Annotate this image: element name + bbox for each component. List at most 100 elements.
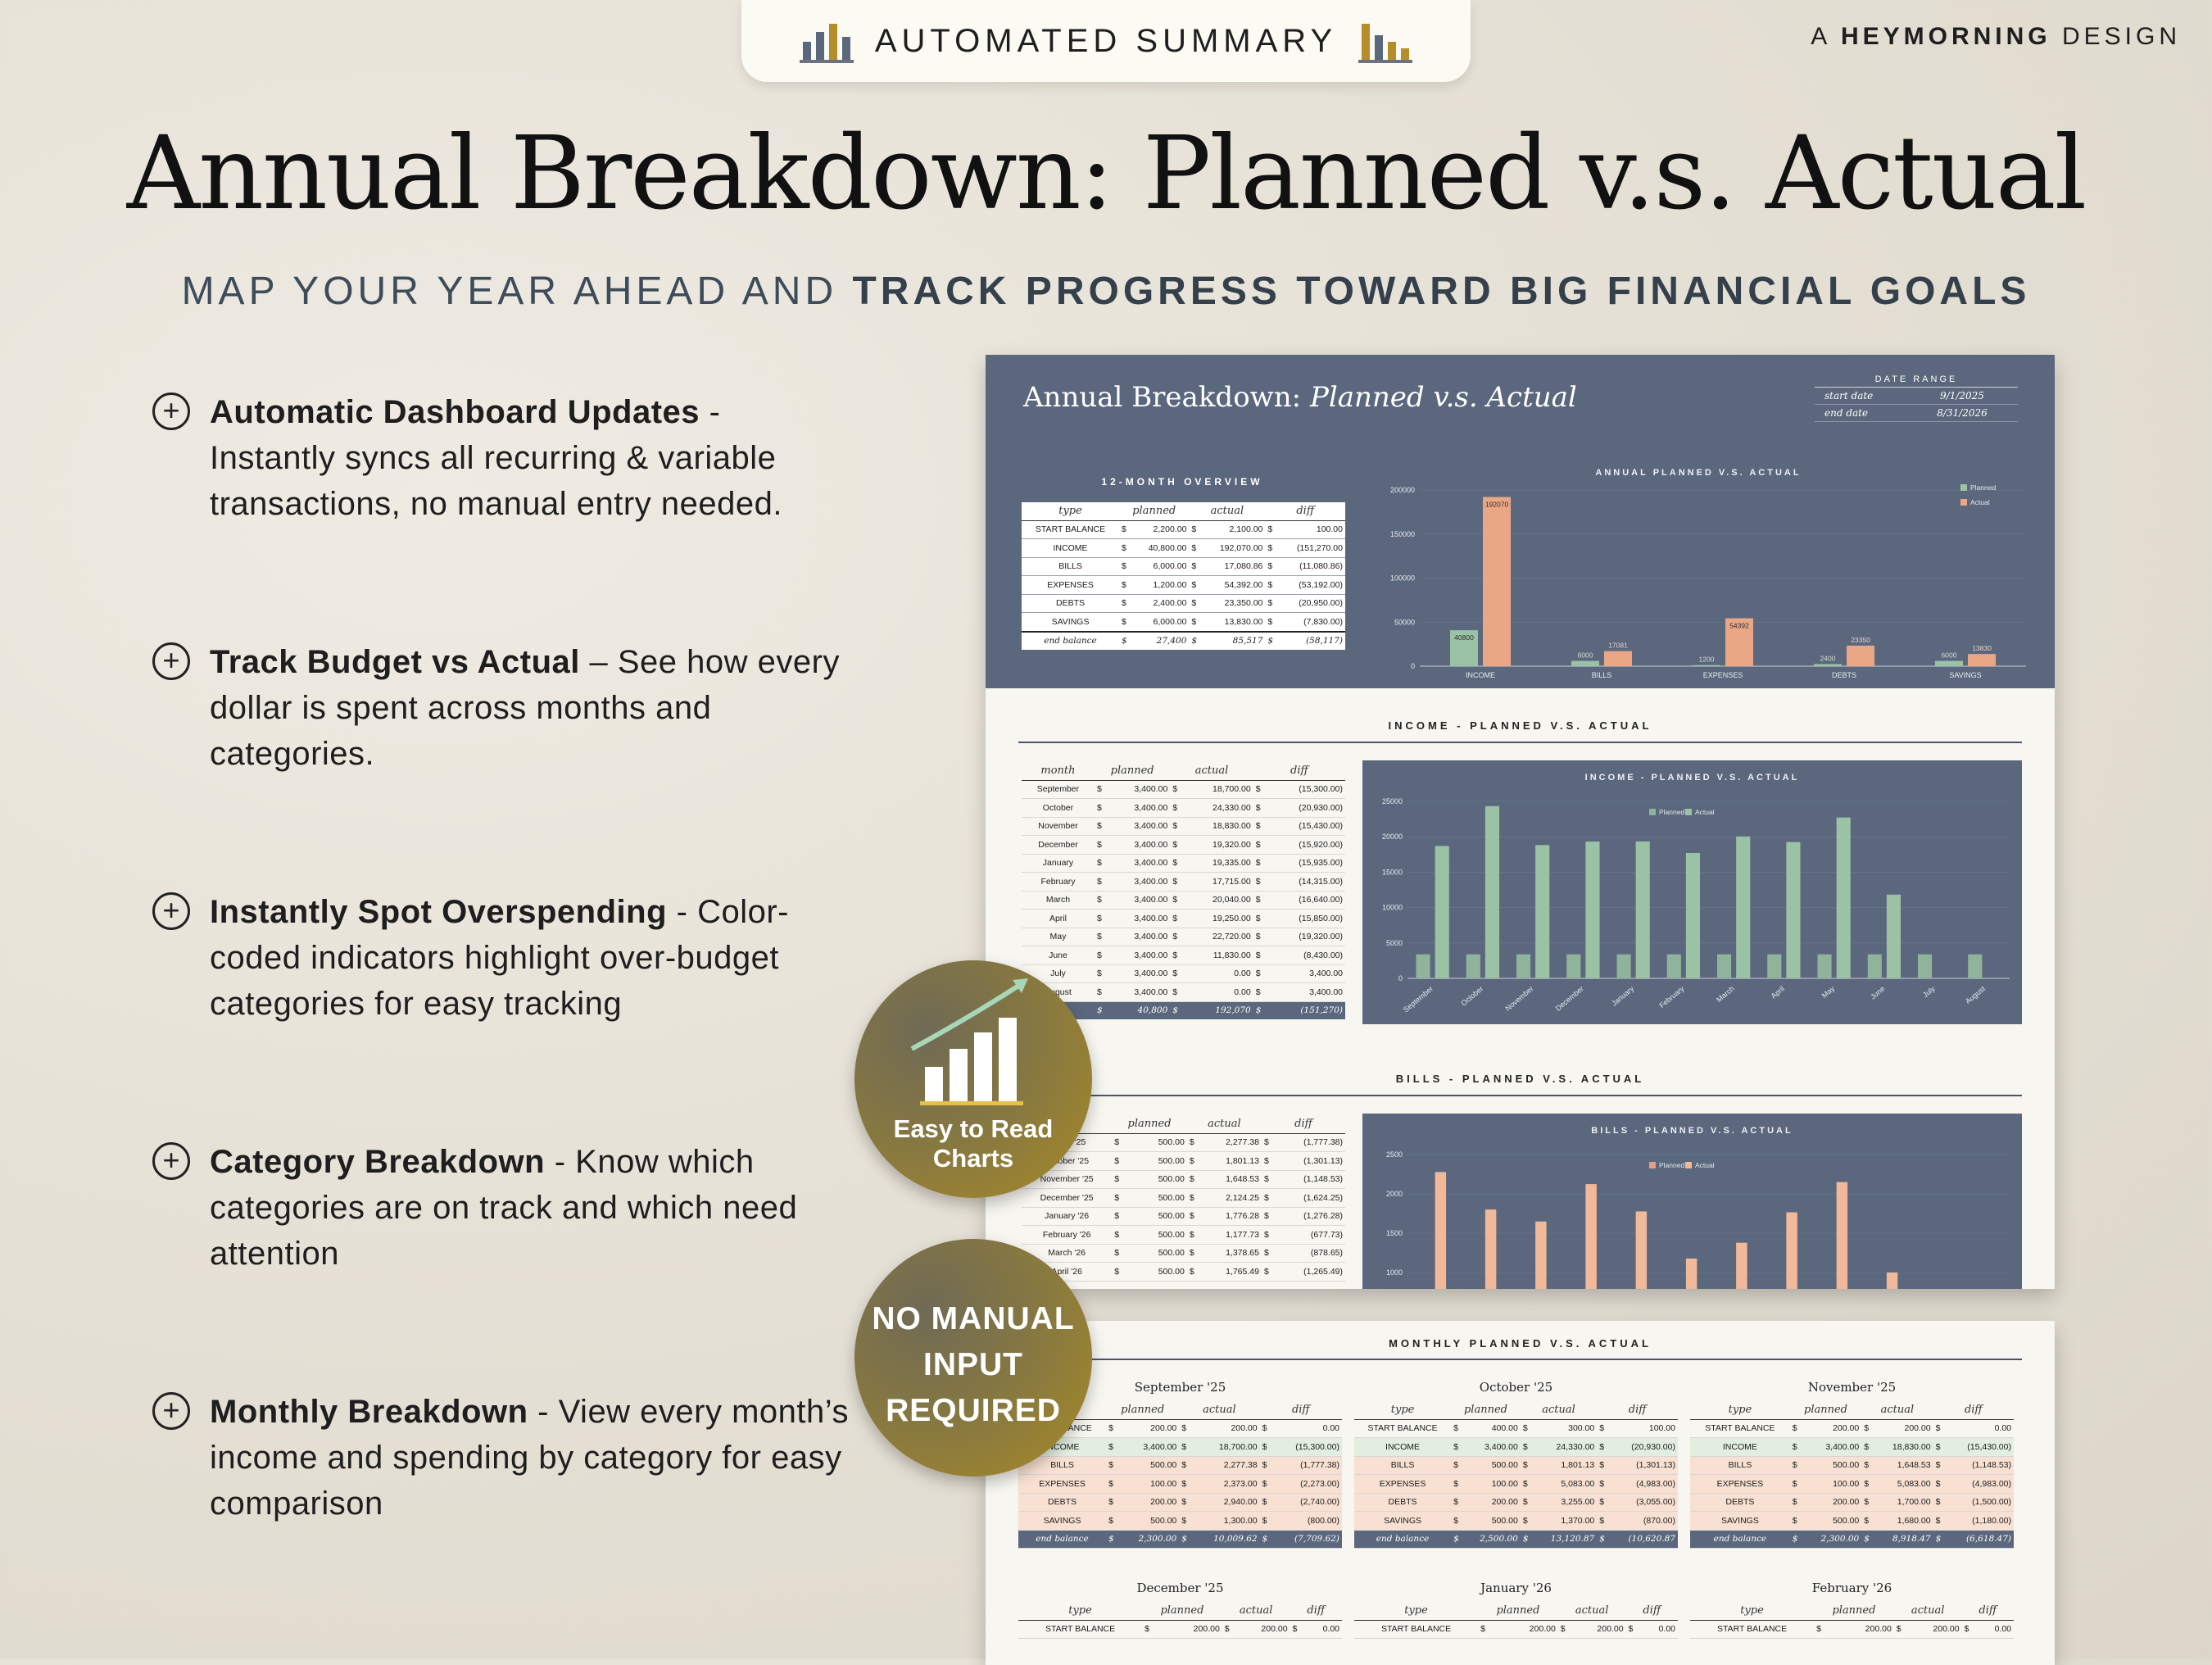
y-tick-label: 100000 <box>1390 574 1415 583</box>
plus-circle-icon: + <box>152 1392 190 1430</box>
cell: $ <box>1520 1437 1534 1457</box>
column-header: type <box>1354 1401 1452 1420</box>
table-row: START BALANCE $200.00 $200.00 $0.00 <box>1018 1620 1342 1639</box>
cell: $ <box>1265 557 1279 576</box>
cell: 500.00 <box>1464 1511 1521 1531</box>
cell: $ <box>1179 1474 1194 1494</box>
y-tick-label: 0 <box>1398 974 1403 982</box>
feature-item: + Instantly Spot Overspending - Color-co… <box>152 889 849 1027</box>
table-row: SAVINGS $500.00 $1,370.00 $ (870.00) <box>1354 1511 1678 1531</box>
table-row: August $3,400.00 $0.00 $3,400.00 <box>1022 982 1345 1002</box>
cell: 200.00 <box>1833 1620 1894 1639</box>
cell: 500.00 <box>1120 1456 1180 1475</box>
planned-bar <box>1813 664 1842 666</box>
cell: 100.00 <box>1464 1474 1521 1494</box>
cell: 3,400.00 <box>1269 982 1345 1002</box>
cell: $ <box>1261 1244 1277 1263</box>
y-tick-label: 1000 <box>1386 1268 1403 1277</box>
month-table: type planned actual diff START BALANCE $200.0… <box>1690 1401 2014 1549</box>
table-row: BILLS $500.00 $1,648.53 $ (1,148.53) <box>1690 1456 2014 1475</box>
cell: 200.00 <box>1803 1493 1862 1512</box>
cell: $ <box>1789 1493 1804 1512</box>
cell: $ <box>1451 1456 1465 1475</box>
legend-label: Planned <box>1659 808 1684 816</box>
table-row: February $3,400.00 $17,715.00 $ (14,315.00) <box>1022 872 1345 891</box>
divider <box>1018 1359 2022 1360</box>
actual-bar <box>1483 497 1512 666</box>
month-title: November '25 <box>1807 1380 1897 1395</box>
cell: 200.00 <box>1574 1620 1626 1639</box>
total-row: end balance $2,300.00 $8,918.47 $ (6,618.47) <box>1690 1530 2014 1549</box>
data-label: 17081 <box>1608 642 1628 650</box>
brand-credit: A HEYMORNING DESIGN <box>1811 23 2181 50</box>
cell: $ <box>1094 854 1111 873</box>
actual-bar <box>1484 1209 1497 1289</box>
cell: 2,300.00 <box>1803 1530 1862 1549</box>
column-header: actual <box>1557 1602 1626 1621</box>
chart-title: BILLS - PLANNED V.S. ACTUAL <box>1591 1126 1793 1136</box>
cell: 0.00 <box>1947 1419 2014 1438</box>
cell: $ <box>1112 1225 1130 1245</box>
income-chart: INCOME - PLANNED V.S. ACTUAL 0 5000 10000 15… <box>1362 760 2022 1024</box>
table-row: EXPENSES $100.00 $5,083.00 $ (4,983.00) <box>1690 1474 2014 1494</box>
planned-bar <box>1767 954 1782 978</box>
cell: $ <box>1259 1530 1274 1549</box>
actual-bar <box>1836 817 1851 978</box>
income-section-title: INCOME - PLANNED V.S. ACTUAL <box>1388 719 1652 732</box>
planned-bar <box>1716 954 1732 978</box>
cell: 3,400.00 <box>1110 817 1171 836</box>
cell: $ <box>1186 1133 1203 1152</box>
table-row: July $3,400.00 $0.00 $3,400.00 <box>1022 964 1345 983</box>
cell: 3,400.00 <box>1120 1437 1180 1457</box>
cell: 3,400.00 <box>1110 854 1171 873</box>
cell: 19,335.00 <box>1185 854 1253 873</box>
cell: $ <box>1170 817 1186 836</box>
y-tick-label: 10000 <box>1382 904 1403 912</box>
month-block: September '25 typeplannedactualdiffART BA… <box>1018 1370 1342 1549</box>
row-label: November '25 <box>1022 1170 1113 1189</box>
y-tick-label: 150000 <box>1390 530 1415 538</box>
cell: $ <box>1253 798 1270 818</box>
cell: (58,117) <box>1278 631 1345 650</box>
cell: 500.00 <box>1129 1207 1187 1226</box>
total-row: end balance $2,500.00 $13,120.87 $ (10,620.8… <box>1354 1530 1678 1549</box>
cell: $ <box>1261 1188 1277 1208</box>
cell: (4,983.00) <box>1947 1474 2014 1494</box>
cell: $ <box>1861 1511 1876 1531</box>
table-row: DEBTS $200.00 $3,255.00 $ (3,055.00) <box>1354 1493 1678 1512</box>
cell: (1,624.25) <box>1276 1188 1345 1208</box>
cell: $ <box>1265 575 1279 595</box>
cell: 85,517 <box>1202 631 1266 650</box>
cell: $ <box>1789 1474 1804 1494</box>
planned-bar <box>1968 954 1983 978</box>
cell: $ <box>1253 982 1270 1002</box>
cell: 200.00 <box>1120 1419 1180 1438</box>
row-label: DEBTS <box>1022 594 1120 613</box>
cell: 200.00 <box>1238 1620 1290 1639</box>
bar-chart-icon <box>799 19 854 63</box>
cell: $ <box>1789 1456 1804 1475</box>
cell: 18,830.00 <box>1875 1437 1933 1457</box>
month-title: December '25 <box>1136 1581 1224 1595</box>
cell: $ <box>1451 1474 1465 1494</box>
cell: $ <box>1290 1620 1307 1639</box>
cell: $ <box>1170 891 1186 910</box>
row-label: December '25 <box>1022 1188 1113 1208</box>
data-label: 192070 <box>1485 501 1509 509</box>
actual-bar <box>1535 1221 1547 1289</box>
column-header: planned <box>1094 762 1171 781</box>
table-row: March $3,400.00 $20,040.00 $ (16,640.00) <box>1022 891 1345 910</box>
cell: $ <box>1112 1207 1130 1226</box>
divider <box>1018 742 2022 743</box>
planned-bar <box>1917 954 1933 978</box>
cell: $ <box>1259 1456 1274 1475</box>
cell: 18,700.00 <box>1193 1437 1260 1457</box>
cell: 1,648.53 <box>1202 1170 1262 1189</box>
planned-bar <box>1616 954 1631 978</box>
cell: 3,400.00 <box>1110 780 1171 799</box>
cell: $ <box>1189 612 1203 632</box>
cell: $ <box>1222 1620 1239 1639</box>
cell: 2,124.25 <box>1202 1188 1262 1208</box>
x-tick-label: EXPENSES <box>1703 671 1743 679</box>
y-tick-label: 2000 <box>1386 1190 1403 1198</box>
